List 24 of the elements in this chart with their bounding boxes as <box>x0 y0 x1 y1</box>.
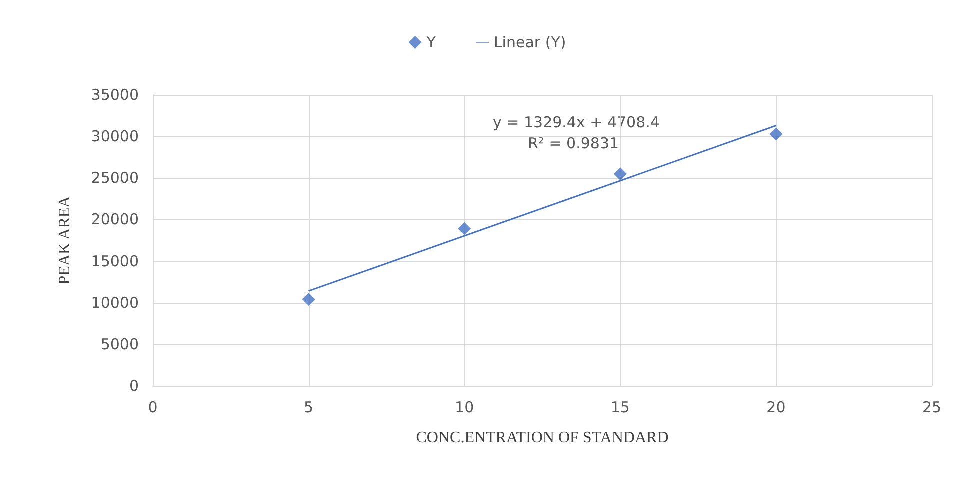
x-tick-label: 15 <box>610 398 630 416</box>
x-tick-label: 25 <box>922 398 942 416</box>
y-tick-label: 0 <box>129 377 139 395</box>
y-tick-label: 35000 <box>91 86 139 104</box>
point <box>614 167 627 180</box>
annotation: y = 1329.4x + 4708.4 <box>493 114 660 132</box>
x-tick-label: 0 <box>148 398 158 416</box>
legend-label: Linear (Y) <box>494 34 566 52</box>
legend-label: Y <box>426 34 437 52</box>
x-tick-label: 5 <box>304 398 314 416</box>
y-axis-title: PEAK AREA <box>56 196 74 285</box>
x-tick-label: 10 <box>455 398 474 416</box>
y-tick-label: 10000 <box>91 294 139 312</box>
point <box>458 222 472 236</box>
point <box>770 128 783 141</box>
y-tick-label: 30000 <box>91 128 139 146</box>
x-tick-label: 20 <box>766 398 786 416</box>
annotation: R² = 0.9831 <box>528 134 620 152</box>
y-tick-label: 15000 <box>91 252 139 270</box>
point <box>302 293 316 306</box>
y-tick-label: 5000 <box>100 335 139 354</box>
x-axis-title: CONC.ENTRATION OF STANDARD <box>416 430 669 446</box>
y-tick-label: 20000 <box>91 210 139 229</box>
y-tick-label: 25000 <box>91 169 139 188</box>
